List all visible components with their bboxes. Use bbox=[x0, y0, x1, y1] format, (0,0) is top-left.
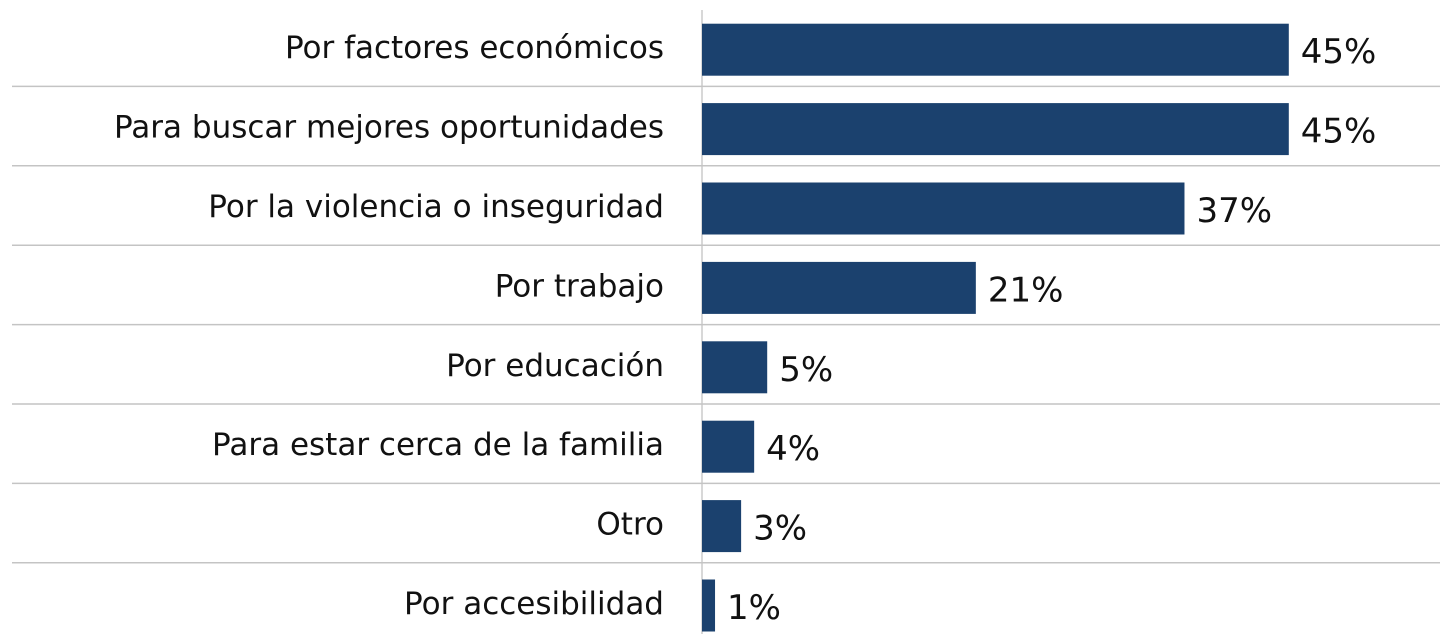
category-label: Por la violencia o inseguridad bbox=[208, 189, 664, 225]
bar bbox=[702, 500, 742, 553]
value-label: 45% bbox=[1301, 32, 1377, 72]
bar bbox=[702, 261, 976, 314]
value-label: 21% bbox=[988, 270, 1064, 310]
bar bbox=[702, 23, 1289, 76]
bar bbox=[702, 420, 755, 473]
bar bbox=[702, 103, 1289, 156]
category-label: Otro bbox=[596, 507, 664, 543]
bar bbox=[702, 182, 1185, 235]
bar bbox=[702, 579, 716, 632]
category-label: Por accesibilidad bbox=[404, 586, 664, 622]
category-label: Por factores económicos bbox=[285, 30, 664, 66]
value-label: 5% bbox=[779, 350, 833, 390]
category-label: Por trabajo bbox=[495, 268, 664, 304]
value-label: 4% bbox=[766, 429, 820, 469]
category-label: Para estar cerca de la familia bbox=[212, 427, 664, 463]
category-label: Para buscar mejores oportunidades bbox=[114, 110, 664, 146]
value-label: 37% bbox=[1196, 191, 1272, 231]
value-label: 3% bbox=[753, 509, 807, 549]
category-label: Por educación bbox=[446, 348, 664, 384]
bar bbox=[702, 341, 768, 394]
value-label: 45% bbox=[1301, 112, 1377, 152]
value-label: 1% bbox=[727, 588, 781, 628]
